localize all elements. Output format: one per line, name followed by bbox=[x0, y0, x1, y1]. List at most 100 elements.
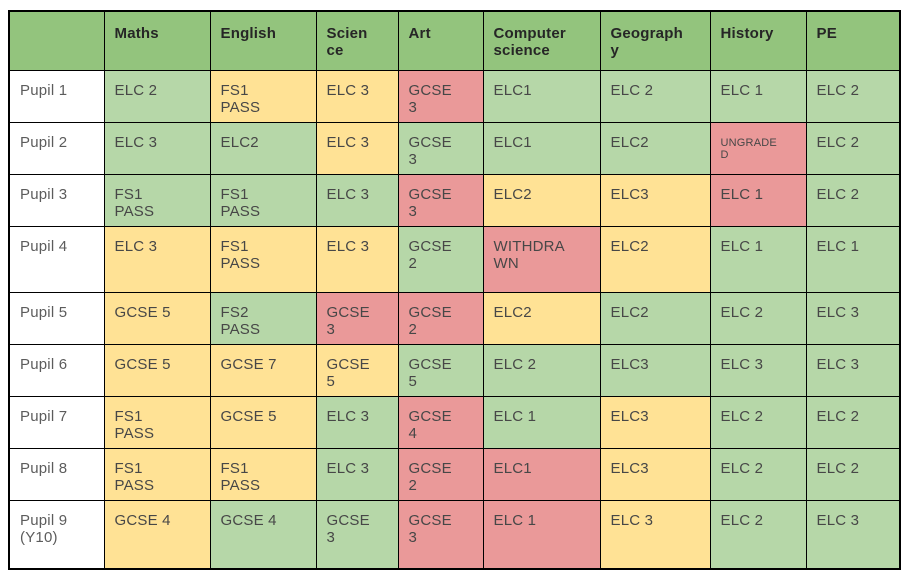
grade-cell-science-pupil-7[interactable]: ELC 3 bbox=[315, 395, 399, 449]
grade-cell-english-pupil-1[interactable]: FS1 PASS bbox=[209, 69, 317, 123]
column-header-english[interactable]: English bbox=[209, 10, 317, 71]
grade-cell-pe-pupil-6[interactable]: ELC 3 bbox=[805, 343, 901, 397]
grade-cell-science-pupil-9[interactable]: GCSE 3 bbox=[315, 499, 399, 570]
pupil-label-3[interactable]: Pupil 3 bbox=[8, 173, 105, 227]
grade-cell-computer-science-pupil-8[interactable]: ELC1 bbox=[482, 447, 601, 501]
grade-cell-geography-pupil-2[interactable]: ELC2 bbox=[599, 121, 711, 175]
grade-cell-art-pupil-1[interactable]: GCSE 3 bbox=[397, 69, 484, 123]
grade-cell-english-pupil-5[interactable]: FS2 PASS bbox=[209, 291, 317, 345]
grade-cell-english-pupil-3[interactable]: FS1 PASS bbox=[209, 173, 317, 227]
grade-cell-history-pupil-9[interactable]: ELC 2 bbox=[709, 499, 807, 570]
column-header-pe[interactable]: PE bbox=[805, 10, 901, 71]
gradebook-body: Pupil 1 ELC 2 FS1 PASS ELC 3 GCSE 3 ELC1 ELC 2… bbox=[8, 69, 901, 570]
column-header-maths[interactable]: Maths bbox=[103, 10, 211, 71]
gradebook-table: Maths English Science Art Computer science Ge… bbox=[8, 10, 901, 570]
grade-cell-science-pupil-2[interactable]: ELC 3 bbox=[315, 121, 399, 175]
pupil-row-5: Pupil 5 GCSE 5 FS2 PASS GCSE 3 GCSE 2 ELC2 ELC… bbox=[8, 291, 901, 345]
grade-cell-history-pupil-6[interactable]: ELC 3 bbox=[709, 343, 807, 397]
column-header-computer-science[interactable]: Computer science bbox=[482, 10, 601, 71]
grade-cell-geography-pupil-7[interactable]: ELC3 bbox=[599, 395, 711, 449]
pupil-label-4[interactable]: Pupil 4 bbox=[8, 225, 105, 293]
grade-cell-english-pupil-7[interactable]: GCSE 5 bbox=[209, 395, 317, 449]
grade-cell-pe-pupil-3[interactable]: ELC 2 bbox=[805, 173, 901, 227]
grade-cell-pe-pupil-7[interactable]: ELC 2 bbox=[805, 395, 901, 449]
grade-cell-history-pupil-7[interactable]: ELC 2 bbox=[709, 395, 807, 449]
grade-cell-art-pupil-9[interactable]: GCSE 3 bbox=[397, 499, 484, 570]
grade-cell-english-pupil-9[interactable]: GCSE 4 bbox=[209, 499, 317, 570]
grade-cell-maths-pupil-4[interactable]: ELC 3 bbox=[103, 225, 211, 293]
grade-cell-maths-pupil-6[interactable]: GCSE 5 bbox=[103, 343, 211, 397]
grade-cell-art-pupil-8[interactable]: GCSE 2 bbox=[397, 447, 484, 501]
grade-cell-pe-pupil-4[interactable]: ELC 1 bbox=[805, 225, 901, 293]
column-header-geography[interactable]: Geography bbox=[599, 10, 711, 71]
grade-cell-computer-science-pupil-1[interactable]: ELC1 bbox=[482, 69, 601, 123]
pupil-row-7: Pupil 7 FS1 PASS GCSE 5 ELC 3 GCSE 4 ELC 1 ELC… bbox=[8, 395, 901, 449]
grade-cell-english-pupil-2[interactable]: ELC2 bbox=[209, 121, 317, 175]
grade-cell-computer-science-pupil-4[interactable]: WITHDRAWN bbox=[482, 225, 601, 293]
grade-cell-maths-pupil-9[interactable]: GCSE 4 bbox=[103, 499, 211, 570]
grade-cell-computer-science-pupil-9[interactable]: ELC 1 bbox=[482, 499, 601, 570]
grade-cell-geography-pupil-6[interactable]: ELC3 bbox=[599, 343, 711, 397]
grade-cell-geography-pupil-3[interactable]: ELC3 bbox=[599, 173, 711, 227]
grade-cell-art-pupil-5[interactable]: GCSE 2 bbox=[397, 291, 484, 345]
grade-cell-science-pupil-5[interactable]: GCSE 3 bbox=[315, 291, 399, 345]
grade-cell-art-pupil-4[interactable]: GCSE 2 bbox=[397, 225, 484, 293]
grade-cell-art-pupil-2[interactable]: GCSE 3 bbox=[397, 121, 484, 175]
grade-cell-maths-pupil-5[interactable]: GCSE 5 bbox=[103, 291, 211, 345]
pupil-row-3: Pupil 3 FS1 PASS FS1 PASS ELC 3 GCSE 3 ELC2 EL… bbox=[8, 173, 901, 227]
grade-cell-geography-pupil-4[interactable]: ELC2 bbox=[599, 225, 711, 293]
pupil-label-8[interactable]: Pupil 8 bbox=[8, 447, 105, 501]
grade-cell-science-pupil-8[interactable]: ELC 3 bbox=[315, 447, 399, 501]
grade-cell-geography-pupil-9[interactable]: ELC 3 bbox=[599, 499, 711, 570]
grade-cell-art-pupil-7[interactable]: GCSE 4 bbox=[397, 395, 484, 449]
grade-cell-english-pupil-4[interactable]: FS1 PASS bbox=[209, 225, 317, 293]
grade-cell-computer-science-pupil-7[interactable]: ELC 1 bbox=[482, 395, 601, 449]
grade-cell-pe-pupil-5[interactable]: ELC 3 bbox=[805, 291, 901, 345]
grade-cell-pe-pupil-9[interactable]: ELC 3 bbox=[805, 499, 901, 570]
pupil-row-4: Pupil 4 ELC 3 FS1 PASS ELC 3 GCSE 2 WITHDRAWN… bbox=[8, 225, 901, 293]
corner-cell[interactable] bbox=[8, 10, 105, 71]
grade-cell-history-pupil-2[interactable]: UNGRADED bbox=[709, 121, 807, 175]
grade-cell-history-pupil-3[interactable]: ELC 1 bbox=[709, 173, 807, 227]
pupil-row-6: Pupil 6 GCSE 5 GCSE 7 GCSE 5 GCSE 5 ELC 2 ELC3… bbox=[8, 343, 901, 397]
column-header-art[interactable]: Art bbox=[397, 10, 484, 71]
grade-cell-maths-pupil-1[interactable]: ELC 2 bbox=[103, 69, 211, 123]
pupil-label-5[interactable]: Pupil 5 bbox=[8, 291, 105, 345]
grade-cell-geography-pupil-8[interactable]: ELC3 bbox=[599, 447, 711, 501]
column-header-science[interactable]: Science bbox=[315, 10, 399, 71]
header-row: Maths English Science Art Computer science Ge… bbox=[8, 10, 901, 71]
grade-cell-english-pupil-8[interactable]: FS1 PASS bbox=[209, 447, 317, 501]
grade-cell-science-pupil-1[interactable]: ELC 3 bbox=[315, 69, 399, 123]
grade-cell-maths-pupil-2[interactable]: ELC 3 bbox=[103, 121, 211, 175]
pupil-row-9: Pupil 9 (Y10) GCSE 4 GCSE 4 GCSE 3 GCSE 3 ELC… bbox=[8, 499, 901, 570]
grade-cell-geography-pupil-1[interactable]: ELC 2 bbox=[599, 69, 711, 123]
grade-cell-art-pupil-3[interactable]: GCSE 3 bbox=[397, 173, 484, 227]
grade-cell-science-pupil-4[interactable]: ELC 3 bbox=[315, 225, 399, 293]
pupil-label-9[interactable]: Pupil 9 (Y10) bbox=[8, 499, 105, 570]
grade-cell-computer-science-pupil-3[interactable]: ELC2 bbox=[482, 173, 601, 227]
grade-cell-geography-pupil-5[interactable]: ELC2 bbox=[599, 291, 711, 345]
grade-cell-science-pupil-6[interactable]: GCSE 5 bbox=[315, 343, 399, 397]
grade-cell-pe-pupil-2[interactable]: ELC 2 bbox=[805, 121, 901, 175]
grade-cell-maths-pupil-8[interactable]: FS1 PASS bbox=[103, 447, 211, 501]
grade-cell-science-pupil-3[interactable]: ELC 3 bbox=[315, 173, 399, 227]
grade-cell-computer-science-pupil-5[interactable]: ELC2 bbox=[482, 291, 601, 345]
pupil-label-1[interactable]: Pupil 1 bbox=[8, 69, 105, 123]
grade-cell-history-pupil-1[interactable]: ELC 1 bbox=[709, 69, 807, 123]
grade-cell-computer-science-pupil-2[interactable]: ELC1 bbox=[482, 121, 601, 175]
pupil-row-2: Pupil 2 ELC 3 ELC2 ELC 3 GCSE 3 ELC1 ELC2 UNGRA… bbox=[8, 121, 901, 175]
grade-cell-history-pupil-8[interactable]: ELC 2 bbox=[709, 447, 807, 501]
column-header-history[interactable]: History bbox=[709, 10, 807, 71]
grade-cell-pe-pupil-1[interactable]: ELC 2 bbox=[805, 69, 901, 123]
pupil-label-7[interactable]: Pupil 7 bbox=[8, 395, 105, 449]
grade-cell-history-pupil-5[interactable]: ELC 2 bbox=[709, 291, 807, 345]
pupil-label-2[interactable]: Pupil 2 bbox=[8, 121, 105, 175]
grade-cell-history-pupil-4[interactable]: ELC 1 bbox=[709, 225, 807, 293]
grade-cell-maths-pupil-3[interactable]: FS1 PASS bbox=[103, 173, 211, 227]
pupil-label-6[interactable]: Pupil 6 bbox=[8, 343, 105, 397]
grade-cell-art-pupil-6[interactable]: GCSE 5 bbox=[397, 343, 484, 397]
grade-cell-maths-pupil-7[interactable]: FS1 PASS bbox=[103, 395, 211, 449]
grade-cell-pe-pupil-8[interactable]: ELC 2 bbox=[805, 447, 901, 501]
grade-cell-computer-science-pupil-6[interactable]: ELC 2 bbox=[482, 343, 601, 397]
grade-cell-english-pupil-6[interactable]: GCSE 7 bbox=[209, 343, 317, 397]
